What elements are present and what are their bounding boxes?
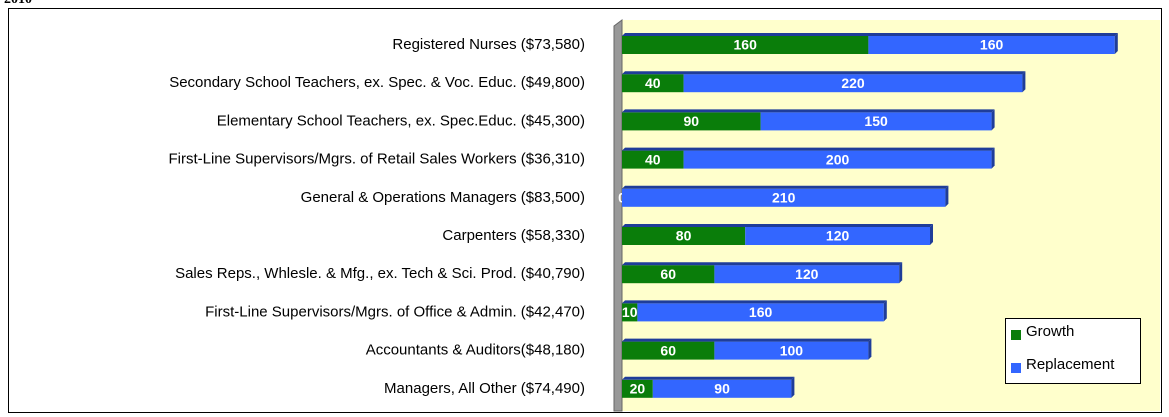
legend: Growth Replacement	[1005, 318, 1141, 384]
bar	[683, 150, 992, 169]
data-label: 160	[734, 37, 758, 53]
data-label: 120	[795, 266, 819, 282]
bar-top	[622, 33, 1118, 36]
data-label: 90	[714, 381, 730, 397]
bar-top	[622, 262, 903, 266]
bar	[760, 112, 992, 131]
y-tick-label: First-Line Supervisors/Mgrs. of Retail S…	[168, 151, 585, 168]
legend-box	[1005, 318, 1141, 384]
bar-top	[622, 300, 887, 304]
bar	[622, 188, 946, 207]
bar	[622, 379, 653, 398]
data-label: 80	[676, 228, 692, 244]
data-label: 220	[841, 75, 865, 91]
bar-side	[1114, 33, 1118, 54]
bar-side	[791, 376, 795, 398]
y-tick-label: Secondary School Teachers, ex. Spec. & V…	[169, 74, 585, 91]
bar-side	[868, 338, 872, 360]
bar-top	[622, 338, 872, 342]
data-label: 160	[749, 304, 773, 320]
frame	[8, 8, 1162, 413]
y-tick-label: First-Line Supervisors/Mgrs. of Office &…	[205, 303, 585, 320]
bar-top	[622, 185, 949, 189]
bar	[637, 303, 884, 322]
legend-label: Growth	[1026, 323, 1074, 340]
bar	[745, 227, 930, 245]
data-label: 120	[826, 228, 850, 244]
bar-side	[883, 300, 887, 322]
y-tick-label: General & Operations Managers ($83,500)	[301, 189, 585, 206]
bar	[714, 265, 900, 284]
bar-top	[622, 109, 995, 113]
bar-side	[991, 109, 995, 131]
data-label: 150	[864, 113, 888, 129]
bar	[868, 36, 1115, 54]
y-tick-label: Elementary School Teachers, ex. Spec.Edu…	[217, 112, 585, 129]
bar-top	[622, 376, 795, 380]
bar	[652, 379, 792, 398]
bar	[622, 303, 638, 322]
data-label: 90	[684, 113, 700, 129]
bar	[622, 341, 715, 360]
bar-top	[622, 71, 1026, 75]
bar-side	[991, 147, 995, 169]
y-tick-label: Accountants & Auditors($48,180)	[366, 342, 585, 359]
data-label: 40	[645, 75, 661, 91]
y-tick-label: Managers, All Other ($74,490)	[384, 380, 585, 397]
data-label: 10	[622, 304, 638, 320]
legend-swatch	[1011, 363, 1021, 373]
legend-label: Replacement	[1026, 356, 1115, 373]
chart-title: 2010	[4, 0, 32, 7]
data-label: 40	[645, 151, 661, 167]
bar-side	[899, 262, 903, 284]
bar-side	[930, 224, 933, 245]
bar	[622, 150, 684, 169]
bar-side	[945, 185, 949, 207]
data-label: 100	[780, 342, 804, 358]
data-label: 60	[660, 266, 676, 282]
bar	[622, 112, 761, 131]
bar	[622, 265, 715, 284]
bar-top	[622, 147, 995, 151]
bar-side	[1022, 71, 1026, 93]
data-label: 20	[630, 381, 646, 397]
y-tick-label: Registered Nurses ($73,580)	[392, 36, 585, 53]
data-label: 210	[772, 190, 796, 206]
bar	[622, 227, 746, 245]
data-label: 160	[980, 37, 1004, 53]
y-tick-label: Carpenters ($58,330)	[442, 227, 585, 244]
wall	[613, 19, 623, 412]
bar	[622, 36, 869, 54]
bar	[683, 74, 1023, 93]
bar	[714, 341, 869, 360]
bar	[622, 74, 684, 93]
data-label: 200	[826, 151, 850, 167]
bar-top	[622, 224, 933, 227]
legend-swatch	[1011, 330, 1021, 340]
data-label: 60	[660, 342, 676, 358]
y-tick-label: Sales Reps., Whlesle. & Mfg., ex. Tech &…	[175, 265, 585, 282]
